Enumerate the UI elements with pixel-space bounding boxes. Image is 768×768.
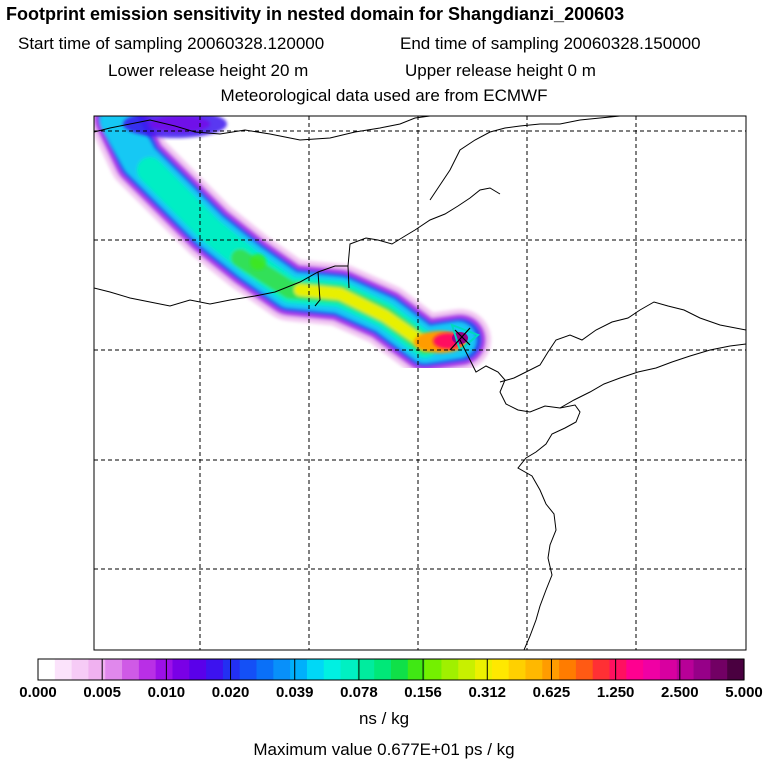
colorbar-swatch (88, 659, 106, 680)
colorbar-swatch (559, 659, 577, 680)
colorbar-tick-label: 0.039 (275, 684, 314, 701)
colorbar-swatch (676, 659, 695, 680)
colorbar-swatch (727, 659, 745, 680)
colorbar-swatch (54, 659, 73, 680)
colorbar-swatch (693, 659, 711, 680)
maximum-value-label: Maximum value 0.677E+01 ps / kg (253, 740, 515, 759)
colorbar-swatch (357, 659, 375, 680)
colorbar-swatch (189, 659, 207, 680)
colorbar-swatch (424, 659, 443, 680)
colorbar-tick-label: 5.000 (725, 684, 763, 701)
colorbar-tick-label: 2.500 (661, 684, 699, 701)
colorbar-swatch (222, 659, 241, 680)
colorbar-swatch (306, 659, 325, 680)
colorbar-swatch (659, 659, 678, 680)
colorbar-units-label: ns / kg (358, 709, 410, 728)
colorbar-swatch (643, 659, 661, 680)
colorbar-swatch (122, 659, 140, 680)
plume-green-spot (250, 254, 266, 270)
colorbar-swatch (105, 659, 123, 680)
colorbar-swatch (256, 659, 274, 680)
river-branch (347, 265, 350, 289)
colorbar-swatch (172, 659, 190, 680)
coastline-layer (94, 116, 746, 650)
colorbar-swatch (508, 659, 527, 680)
colorbar-swatch (710, 659, 728, 680)
colorbar-tick-label: 0.156 (404, 684, 442, 701)
colorbar-swatch (290, 659, 308, 680)
colorbar-swatch (38, 659, 56, 680)
colorbar-tick-label: 0.010 (147, 684, 186, 701)
coastline-liaodong (559, 343, 746, 409)
sampling-start-label: Start time of sampling 20060328.120000 (18, 34, 325, 53)
receptor-marker (449, 327, 471, 351)
colorbar-tick-label: 0.000 (19, 684, 57, 701)
colorbar (38, 659, 745, 680)
coastline-korea (499, 301, 746, 383)
coastline-north (94, 116, 431, 141)
colorbar-swatch (491, 659, 510, 680)
colorbar-swatch (407, 659, 426, 680)
colorbar-tick-label: 0.020 (211, 684, 250, 701)
colorbar-swatch (525, 659, 543, 680)
colorbar-swatch (155, 659, 174, 680)
border-east (429, 116, 621, 201)
colorbar-swatch (340, 659, 358, 680)
colorbar-swatch (475, 659, 493, 680)
map-title: Footprint emission sensitivity in nested… (6, 4, 625, 24)
colorbar-swatch (273, 659, 291, 680)
graticule (94, 116, 746, 650)
colorbar-tick-marks (37, 659, 745, 680)
colorbar-tick-label: 0.312 (468, 684, 507, 701)
colorbar-swatch (323, 659, 342, 680)
plume-yellow-core (294, 284, 431, 350)
met-data-label: Meteorological data used are from ECMWF (220, 86, 548, 105)
colorbar-swatch (609, 659, 627, 680)
colorbar-swatch (441, 659, 459, 680)
sampling-end-label: End time of sampling 20060328.150000 (400, 34, 701, 53)
colorbar-tick-label: 1.250 (596, 684, 635, 701)
colorbar-swatch (239, 659, 258, 680)
lower-release-height-label: Lower release height 20 m (108, 61, 309, 80)
colorbar-tick-label: 0.625 (532, 684, 571, 701)
plume-layer (94, 116, 491, 376)
colorbar-swatch (592, 659, 611, 680)
receptor-outline (450, 323, 480, 352)
river-branch-2 (314, 271, 321, 307)
map-frame (93, 115, 747, 651)
colorbar-swatch (374, 659, 392, 680)
colorbar-swatch (626, 659, 644, 680)
colorbar-tick-label: 0.078 (340, 684, 378, 701)
coastline-bohai (459, 339, 581, 650)
upper-release-height-label: Upper release height 0 m (405, 61, 596, 80)
colorbar-swatch (71, 659, 90, 680)
colorbar-tick-label: 0.005 (83, 684, 121, 701)
colorbar-swatch (391, 659, 409, 680)
colorbar-swatch (206, 659, 224, 680)
colorbar-swatch (458, 659, 476, 680)
colorbar-swatch (138, 659, 157, 680)
colorbar-swatch (575, 659, 594, 680)
